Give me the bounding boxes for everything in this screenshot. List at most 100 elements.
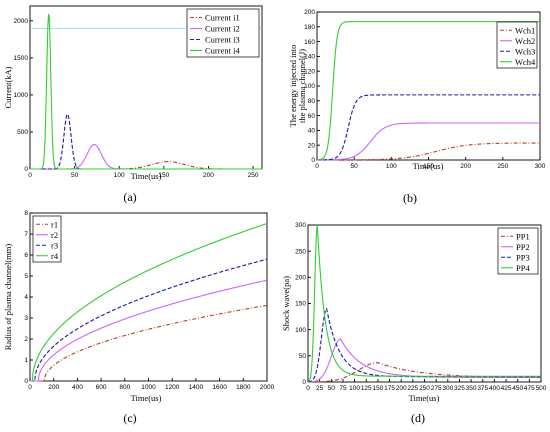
x-tick-label: 0 [315,163,319,170]
legend-label: PP4 [516,263,530,273]
series-line-wch1 [317,142,540,161]
legend-label: Current i3 [205,35,240,45]
series-line-r4 [30,222,268,382]
x-tick-label: 50 [71,172,79,179]
y-tick-label: 1000 [14,92,29,99]
x-tick-label: 375 [477,385,488,392]
y-tick-label: 60 [308,113,316,120]
series-line-r1 [30,304,268,382]
legend-box [32,215,62,263]
series-line-wch2 [317,122,540,161]
panel-label: (d) [411,411,425,425]
legend-label: Wch2 [515,36,535,46]
legend-label: Current i4 [205,46,240,56]
x-tick-label: 2000 [260,384,275,391]
x-tick-label: 1400 [189,384,204,391]
y-tick-label: 7 [24,231,28,238]
legend-label: PP2 [516,242,530,252]
x-tick-label: 250 [248,172,259,179]
x-tick-label: 500 [536,385,547,392]
x-tick-label: 150 [158,172,169,179]
x-tick-label: 400 [72,384,83,391]
x-tick-label: 25 [316,385,324,392]
y-tick-label: 500 [17,129,28,136]
y-tick-label: 200 [295,275,306,282]
x-tick-label: 250 [419,385,430,392]
y-axis-label: Radius of plasma channel(mm) [3,244,13,351]
x-tick-label: 600 [96,384,107,391]
series-line-current-i2 [30,143,262,170]
panel-label: (b) [403,191,417,205]
y-axis-label: Current(kA) [3,66,13,108]
x-axis-label: Time(us) [131,171,162,181]
series-line-r2 [30,279,268,382]
y-tick-label: 0 [302,379,306,386]
y-axis-label-line-1: The energy injected into [288,45,298,128]
x-tick-label: 125 [361,385,372,392]
x-tick-label: 100 [386,163,397,170]
x-tick-label: 1600 [212,384,227,391]
legend-label: r3 [51,240,58,250]
x-tick-label: 225 [407,385,418,392]
legend-label: r4 [51,251,59,261]
legend-box [496,21,538,69]
y-tick-label: 150 [295,301,306,308]
legend-label: Current i2 [205,24,240,34]
x-axis-label: Time(us) [131,393,162,403]
y-tick-label: 80 [308,98,316,105]
legend-box [497,227,539,275]
series-line-pp2 [307,338,541,383]
y-tick-label: 40 [308,128,316,135]
x-tick-label: 0 [306,385,310,392]
x-axis-label: Time(us) [413,161,444,171]
series-line-current-i4 [30,13,262,170]
x-tick-label: 200 [48,384,59,391]
y-tick-label: 120 [304,68,315,75]
legend-label: Wch3 [515,46,535,56]
y-tick-label: 160 [304,39,315,46]
y-tick-label: 2 [24,336,28,343]
y-tick-label: 3 [24,315,28,322]
x-tick-label: 1000 [141,384,156,391]
y-tick-label: 300 [295,222,306,229]
y-tick-label: 6 [24,252,28,259]
series-line-wch4 [316,21,540,161]
y-tick-label: 8 [24,210,28,217]
x-tick-label: 325 [454,385,465,392]
x-tick-label: 300 [442,385,453,392]
series-line-current-i3 [30,113,262,170]
series-line-current-i1 [30,161,262,170]
x-tick-label: 175 [384,385,395,392]
legend-label: Wch4 [515,57,536,67]
y-tick-label: 1 [24,357,28,364]
y-tick-label: 200 [304,9,315,16]
y-tick-label: 50 [299,353,307,360]
y-tick-label: 100 [295,327,306,334]
y-tick-label: 140 [304,54,315,61]
x-axis-label: Time(us) [409,393,440,403]
x-tick-label: 200 [460,163,471,170]
legend-label: r2 [51,230,58,240]
panel-d-shockwave: 0 25 50 75 100 125 150 175 200 225 250 275 300 325 350… [281,222,547,425]
series-line-pp4 [307,224,541,383]
x-tick-label: 400 [489,385,500,392]
x-tick-label: 450 [512,385,523,392]
y-tick-label: 1500 [14,55,29,62]
legend-label: Current i1 [205,13,240,23]
x-tick-label: 300 [535,163,546,170]
y-axis-label-line-2: the plasma channel(J) [297,49,307,123]
x-tick-label: 0 [28,172,32,179]
series-line-wch3 [316,94,540,161]
y-tick-label: 20 [308,142,316,149]
y-tick-label: 0 [311,157,315,164]
x-tick-label: 50 [328,385,336,392]
x-tick-label: 200 [396,385,407,392]
x-tick-label: 0 [28,384,32,391]
legend-label: PP1 [516,231,530,241]
x-tick-label: 100 [114,172,125,179]
